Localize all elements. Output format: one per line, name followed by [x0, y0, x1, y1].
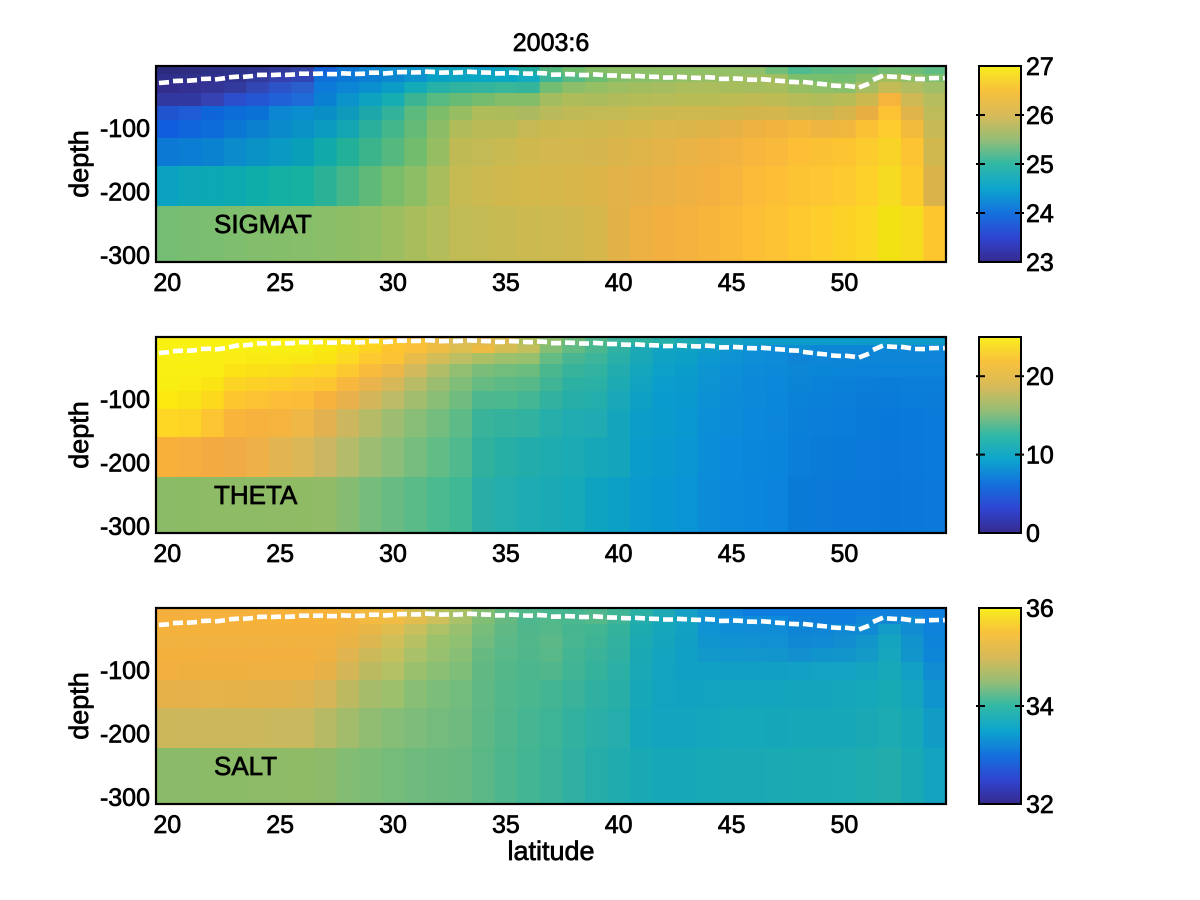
svg-text:25: 25 — [266, 269, 294, 297]
svg-text:25: 25 — [1026, 151, 1054, 179]
svg-text:-300: -300 — [100, 784, 150, 812]
svg-text:SIGMAT: SIGMAT — [214, 209, 312, 239]
svg-text:depth: depth — [64, 672, 94, 740]
svg-text:36: 36 — [1026, 595, 1054, 623]
svg-text:20: 20 — [153, 540, 181, 568]
svg-text:30: 30 — [379, 269, 407, 297]
svg-text:depth: depth — [64, 401, 94, 469]
svg-text:-300: -300 — [100, 513, 150, 541]
svg-text:25: 25 — [266, 540, 294, 568]
svg-text:50: 50 — [830, 540, 858, 568]
svg-text:25: 25 — [266, 811, 294, 839]
svg-text:0: 0 — [1026, 520, 1040, 548]
svg-text:26: 26 — [1026, 102, 1054, 130]
svg-text:27: 27 — [1026, 53, 1054, 81]
svg-text:-300: -300 — [100, 242, 150, 270]
svg-text:-100: -100 — [100, 657, 150, 685]
svg-text:latitude: latitude — [507, 836, 594, 866]
svg-text:32: 32 — [1026, 791, 1054, 819]
svg-text:20: 20 — [1026, 363, 1054, 391]
svg-text:40: 40 — [605, 269, 633, 297]
svg-text:34: 34 — [1026, 693, 1054, 721]
svg-text:23: 23 — [1026, 249, 1054, 277]
svg-text:50: 50 — [830, 811, 858, 839]
svg-text:10: 10 — [1026, 442, 1054, 470]
svg-text:20: 20 — [153, 269, 181, 297]
svg-text:-100: -100 — [100, 386, 150, 414]
svg-text:SALT: SALT — [214, 751, 277, 781]
svg-text:40: 40 — [605, 540, 633, 568]
svg-text:40: 40 — [605, 811, 633, 839]
svg-text:35: 35 — [492, 269, 520, 297]
svg-text:20: 20 — [153, 811, 181, 839]
svg-text:50: 50 — [830, 269, 858, 297]
svg-text:-200: -200 — [100, 179, 150, 207]
svg-text:30: 30 — [379, 811, 407, 839]
svg-text:35: 35 — [492, 540, 520, 568]
svg-text:2003:6: 2003:6 — [513, 29, 589, 57]
svg-text:THETA: THETA — [214, 480, 298, 510]
svg-text:45: 45 — [718, 269, 746, 297]
svg-text:30: 30 — [379, 540, 407, 568]
svg-text:-200: -200 — [100, 450, 150, 478]
svg-text:24: 24 — [1026, 200, 1054, 228]
svg-text:-100: -100 — [100, 115, 150, 143]
svg-text:35: 35 — [492, 811, 520, 839]
svg-text:45: 45 — [718, 811, 746, 839]
svg-text:45: 45 — [718, 540, 746, 568]
svg-text:-200: -200 — [100, 721, 150, 749]
svg-text:depth: depth — [64, 130, 94, 198]
